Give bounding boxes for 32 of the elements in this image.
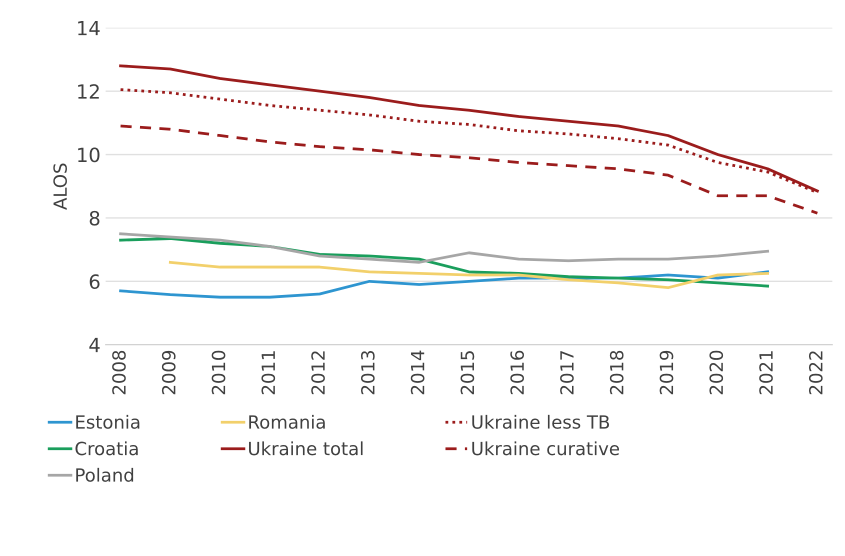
x-tick-label: 2020 [709,350,724,394]
legend-label: Ukraine less TB [472,414,610,429]
legend-label: Romania [249,414,325,429]
x-tick-label: 2013 [361,351,375,394]
x-tick-label: 2022 [808,351,823,394]
x-tick-label: 2009 [162,350,176,394]
legend-label: Croatia [75,441,138,456]
legend-label: Ukraine curative [472,441,620,456]
y-tick-label: 14 [78,21,100,36]
x-tick-label: 2008 [112,350,126,394]
x-tick-label: 2010 [212,350,226,394]
x-tick-label: 2019 [660,350,674,394]
x-tick-label: 2014 [410,350,424,394]
x-tick-label: 2018 [610,350,624,394]
line-series [168,260,770,290]
x-tick-label: 2021 [759,351,773,394]
x-tick-label: 2012 [311,351,325,394]
line-series [119,124,819,215]
legend-label: Ukraine total [249,441,363,456]
x-tick-label: 2016 [510,350,524,394]
x-tick-label: 2011 [261,351,276,394]
x-tick-label: 2017 [560,351,574,394]
line-series [119,232,770,264]
legend-label: Estonia [76,414,140,429]
y-tick-label: 8 [90,210,100,226]
y-tick-label: 12 [78,84,99,99]
y-axis-title: ALOS [53,164,67,210]
y-tick-label: 6 [90,274,100,289]
x-tick-label: 2015 [460,351,474,394]
legend-label: Poland [76,468,134,482]
y-tick-label: 10 [78,148,100,162]
y-tick-label: 4 [89,338,100,352]
